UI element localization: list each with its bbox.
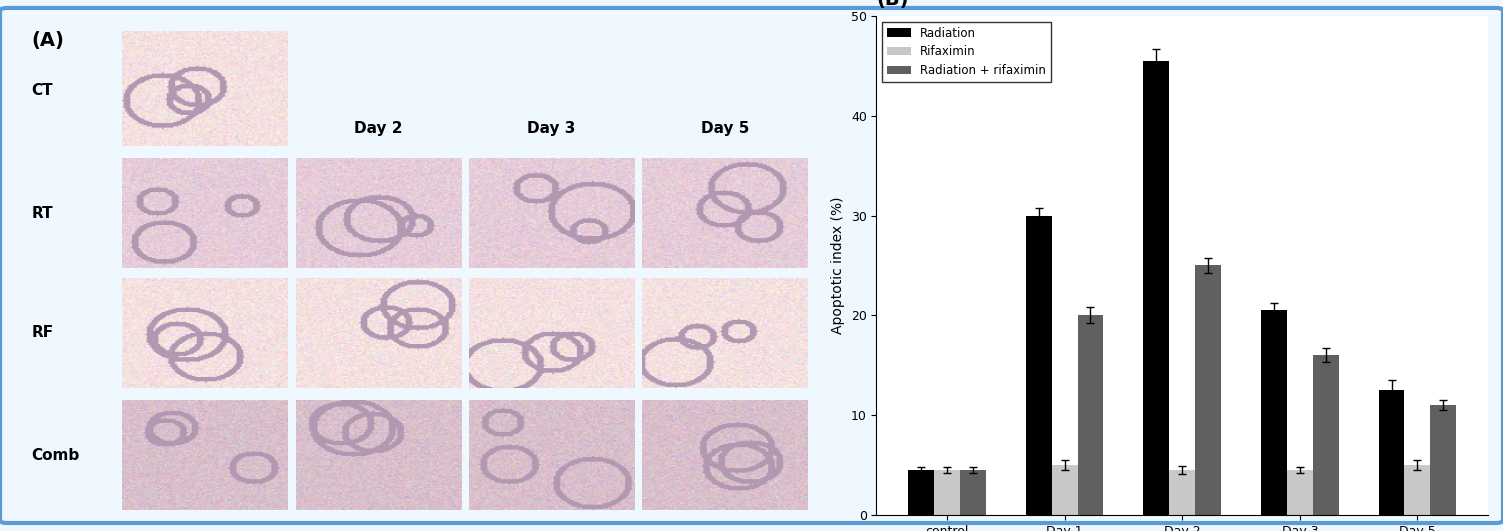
Text: RF: RF <box>32 326 54 340</box>
Bar <box>1052 465 1078 515</box>
Bar <box>1078 315 1103 515</box>
Text: RT: RT <box>32 205 53 220</box>
Text: Day 5: Day 5 <box>700 121 748 136</box>
Legend: Radiation, Rifaximin, Radiation + rifaximin: Radiation, Rifaximin, Radiation + rifaxi… <box>882 22 1051 82</box>
Bar <box>1195 266 1220 515</box>
Bar <box>1144 61 1169 515</box>
Y-axis label: Apoptotic index (%): Apoptotic index (%) <box>831 197 845 334</box>
Bar <box>1312 355 1339 515</box>
Text: CT: CT <box>32 83 53 98</box>
Text: Day 1: Day 1 <box>180 121 228 136</box>
Bar <box>1169 470 1195 515</box>
Bar <box>908 470 933 515</box>
Bar <box>1378 390 1404 515</box>
Bar <box>1027 216 1052 515</box>
Text: (A): (A) <box>32 31 65 50</box>
Bar <box>960 470 986 515</box>
Text: Day 3: Day 3 <box>528 121 576 136</box>
Bar <box>1287 470 1312 515</box>
Bar <box>1261 311 1287 515</box>
Bar <box>1431 405 1456 515</box>
Text: Day 2: Day 2 <box>355 121 403 136</box>
Text: (B): (B) <box>876 0 909 9</box>
Text: Comb: Comb <box>32 448 80 463</box>
Bar <box>933 470 960 515</box>
Bar <box>1404 465 1431 515</box>
